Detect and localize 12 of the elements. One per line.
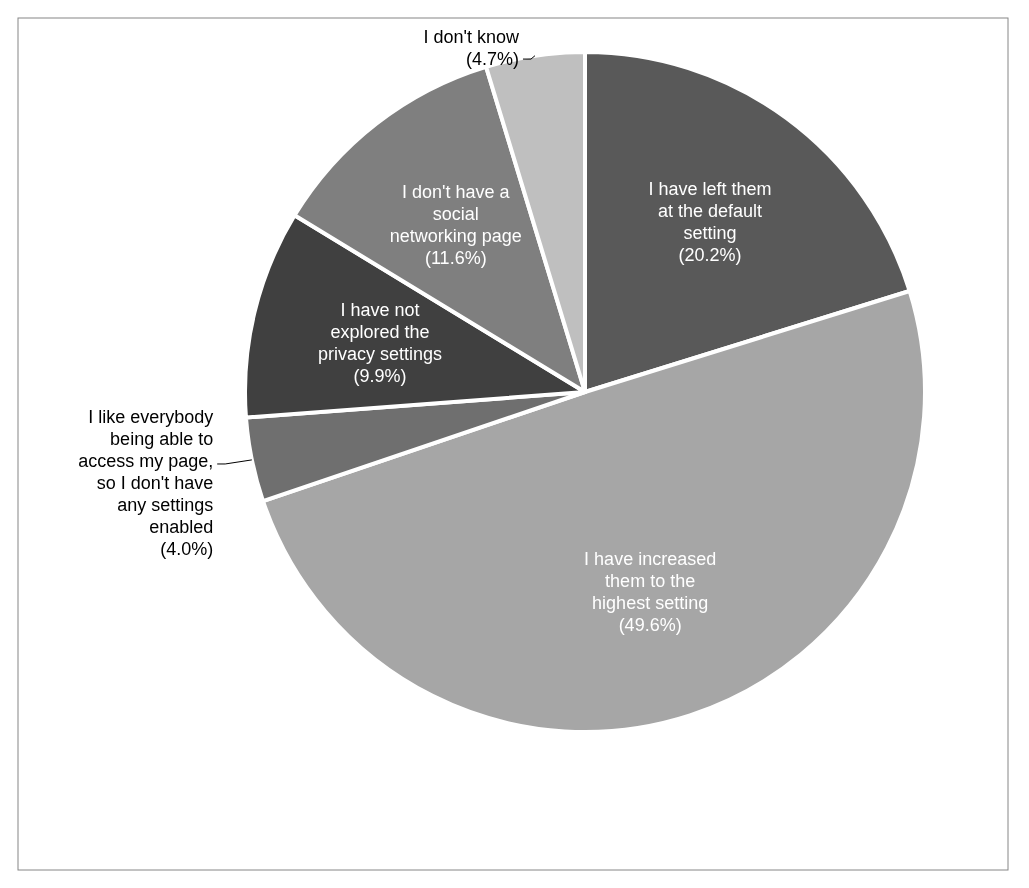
data-label: (4.7%) [465,49,519,70]
slice-label: I like everybody being able to access my page, so I don't have any settings enabled [78,406,214,537]
data-label: (49.6%) [618,615,682,636]
slice-label: I don't have a social networking page [389,182,522,247]
data-label: (11.6%) [424,248,487,269]
data-label: (20.2%) [678,245,742,266]
slice-label: I have left them at the default setting [648,179,772,244]
slice-label: I have not explored the privacy settings [317,299,443,364]
slice-label: I have increased them to the highest setting [584,549,717,614]
data-label: (4.0%) [160,538,214,559]
slice-label: I don't know [423,27,520,48]
data-label: (9.9%) [353,365,407,386]
